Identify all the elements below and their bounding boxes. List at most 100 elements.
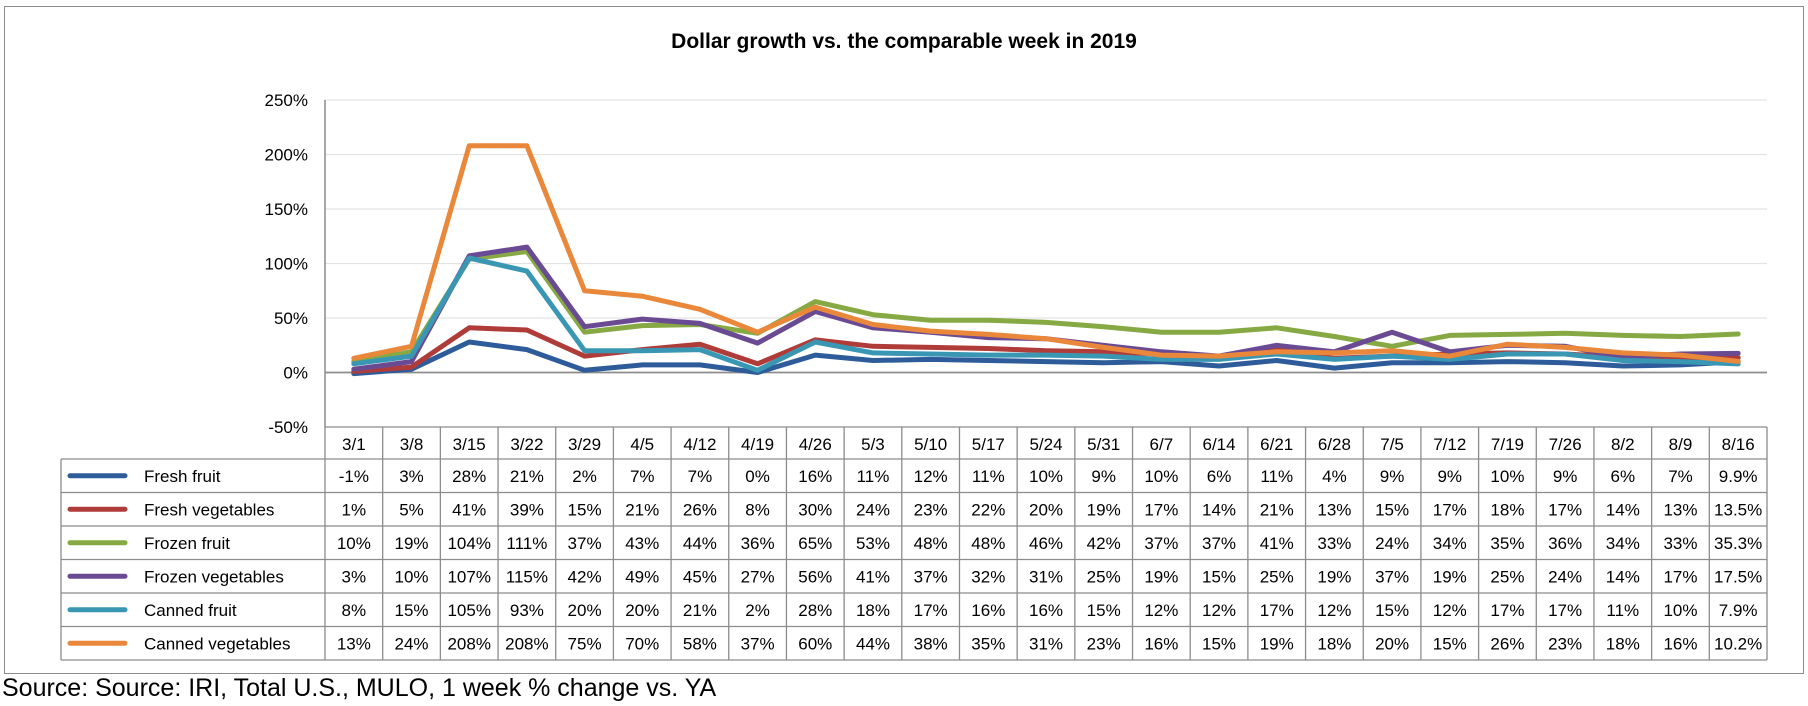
table-cell: 17.5% bbox=[1714, 567, 1762, 586]
legend-label: Frozen vegetables bbox=[144, 567, 284, 586]
table-cell: -1% bbox=[339, 467, 369, 486]
table-cell: 24% bbox=[395, 634, 429, 653]
table-cell: 20% bbox=[1375, 634, 1409, 653]
table-cell: 25% bbox=[1260, 567, 1294, 586]
x-tick-label: 6/28 bbox=[1318, 435, 1351, 454]
table-cell: 70% bbox=[625, 634, 659, 653]
table-cell: 28% bbox=[452, 467, 486, 486]
x-tick-label: 5/31 bbox=[1087, 435, 1120, 454]
table-cell: 4% bbox=[1322, 467, 1347, 486]
table-cell: 2% bbox=[572, 467, 597, 486]
chart-frame bbox=[4, 6, 1804, 674]
y-tick-label: 0% bbox=[283, 364, 308, 383]
x-tick-label: 8/16 bbox=[1722, 435, 1755, 454]
table-cell: 104% bbox=[447, 534, 490, 553]
table-cell: 20% bbox=[568, 601, 602, 620]
table-cell: 25% bbox=[1087, 567, 1121, 586]
table-cell: 17% bbox=[1490, 601, 1524, 620]
table-cell: 7% bbox=[1668, 467, 1693, 486]
table-cell: 34% bbox=[1606, 534, 1640, 553]
table-cell: 10% bbox=[337, 534, 371, 553]
table-cell: 23% bbox=[914, 500, 948, 519]
y-tick-label: 100% bbox=[265, 255, 308, 274]
table-cell: 14% bbox=[1606, 500, 1640, 519]
x-tick-label: 5/10 bbox=[914, 435, 947, 454]
table-cell: 8% bbox=[342, 601, 367, 620]
table-cell: 15% bbox=[1202, 567, 1236, 586]
y-tick-label: 250% bbox=[265, 91, 308, 110]
table-cell: 15% bbox=[1375, 601, 1409, 620]
x-tick-label: 7/19 bbox=[1491, 435, 1524, 454]
table-cell: 58% bbox=[683, 634, 717, 653]
table-cell: 23% bbox=[1087, 634, 1121, 653]
table-cell: 16% bbox=[971, 601, 1005, 620]
table-cell: 39% bbox=[510, 500, 544, 519]
x-tick-label: 6/14 bbox=[1202, 435, 1235, 454]
table-cell: 12% bbox=[1144, 601, 1178, 620]
table-cell: 21% bbox=[510, 467, 544, 486]
table-cell: 22% bbox=[971, 500, 1005, 519]
x-tick-label: 3/29 bbox=[568, 435, 601, 454]
table-cell: 34% bbox=[1433, 534, 1467, 553]
x-tick-label: 3/8 bbox=[400, 435, 424, 454]
x-tick-label: 7/12 bbox=[1433, 435, 1466, 454]
table-cell: 17% bbox=[1144, 500, 1178, 519]
table-cell: 10.2% bbox=[1714, 634, 1762, 653]
y-tick-label: 150% bbox=[265, 200, 308, 219]
table-cell: 10% bbox=[1490, 467, 1524, 486]
table-cell: 17% bbox=[1260, 601, 1294, 620]
x-tick-label: 8/2 bbox=[1611, 435, 1635, 454]
table-cell: 42% bbox=[568, 567, 602, 586]
table-cell: 15% bbox=[1087, 601, 1121, 620]
x-tick-label: 3/15 bbox=[453, 435, 486, 454]
series-line bbox=[351, 339, 1741, 377]
table-cell: 27% bbox=[741, 567, 775, 586]
table-cell: 19% bbox=[1087, 500, 1121, 519]
table-cell: 15% bbox=[395, 601, 429, 620]
series-line bbox=[351, 143, 1741, 364]
table-cell: 48% bbox=[971, 534, 1005, 553]
table-cell: 42% bbox=[1087, 534, 1121, 553]
x-tick-label: 5/24 bbox=[1029, 435, 1062, 454]
x-tick-label: 5/17 bbox=[972, 435, 1005, 454]
table-cell: 0% bbox=[745, 467, 770, 486]
table-cell: 31% bbox=[1029, 634, 1063, 653]
table-cell: 105% bbox=[447, 601, 490, 620]
table-cell: 18% bbox=[1606, 634, 1640, 653]
table-cell: 19% bbox=[1144, 567, 1178, 586]
chart: Dollar growth vs. the comparable week in… bbox=[60, 30, 1768, 661]
table-cell: 115% bbox=[506, 567, 548, 586]
table-cell: 15% bbox=[1375, 500, 1409, 519]
table-cell: 37% bbox=[1144, 534, 1178, 553]
table-cell: 12% bbox=[1317, 601, 1351, 620]
x-tick-label: 4/5 bbox=[630, 435, 654, 454]
table-cell: 17% bbox=[914, 601, 948, 620]
table-cell: 18% bbox=[856, 601, 890, 620]
table-cell: 14% bbox=[1606, 567, 1640, 586]
x-tick-label: 7/5 bbox=[1380, 435, 1404, 454]
table-cell: 6% bbox=[1207, 467, 1232, 486]
table-cell: 6% bbox=[1611, 467, 1636, 486]
table-cell: 36% bbox=[1548, 534, 1582, 553]
table-cell: 19% bbox=[1317, 567, 1351, 586]
series-line bbox=[351, 255, 1741, 373]
table-cell: 43% bbox=[625, 534, 659, 553]
legend-label: Fresh vegetables bbox=[144, 500, 274, 519]
table-cell: 9% bbox=[1437, 467, 1462, 486]
x-tick-label: 8/9 bbox=[1669, 435, 1693, 454]
table-cell: 38% bbox=[914, 634, 948, 653]
table-cell: 13% bbox=[1317, 500, 1351, 519]
table-cell: 21% bbox=[683, 601, 717, 620]
table-cell: 16% bbox=[798, 467, 832, 486]
table-cell: 41% bbox=[856, 567, 890, 586]
table-cell: 9% bbox=[1553, 467, 1578, 486]
table-cell: 2% bbox=[745, 601, 770, 620]
x-tick-label: 4/12 bbox=[683, 435, 716, 454]
table-cell: 37% bbox=[1375, 567, 1409, 586]
table-cell: 24% bbox=[1375, 534, 1409, 553]
table-cell: 56% bbox=[798, 567, 832, 586]
source-note: Source: Source: IRI, Total U.S., MULO, 1… bbox=[2, 674, 717, 702]
table-cell: 208% bbox=[447, 634, 490, 653]
table-cell: 25% bbox=[1490, 567, 1524, 586]
table-cell: 9.9% bbox=[1719, 467, 1758, 486]
